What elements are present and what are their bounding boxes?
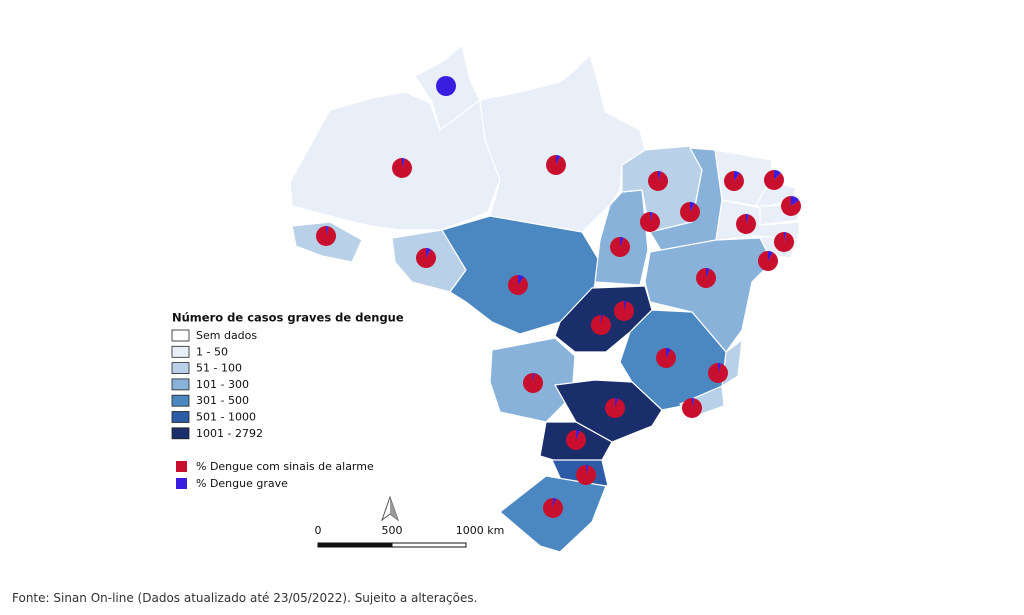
state bbox=[441, 215, 601, 335]
pie-slice bbox=[601, 315, 603, 325]
legend-swatch bbox=[176, 461, 187, 472]
legend: Sem dados 1 - 50 51 - 100 101 - 300 301 - 50… bbox=[171, 329, 374, 490]
pie-slice bbox=[692, 398, 695, 408]
legend-label: 51 - 100 bbox=[196, 362, 242, 375]
pie-slice bbox=[610, 237, 631, 257]
legend-swatch bbox=[171, 427, 190, 440]
pie-slice bbox=[656, 348, 676, 368]
pie-slice bbox=[426, 248, 431, 258]
pie-slice bbox=[576, 430, 580, 440]
legend-swatch bbox=[171, 345, 190, 358]
pie-slice bbox=[791, 196, 800, 206]
legend-label: 101 - 300 bbox=[196, 378, 249, 391]
pie-slice bbox=[696, 268, 717, 289]
pie-slice bbox=[658, 171, 662, 181]
pie-slice bbox=[774, 232, 795, 252]
pie-slice bbox=[518, 275, 524, 285]
pie-slice bbox=[718, 363, 722, 373]
pie-slice bbox=[666, 348, 671, 358]
source-note: Fonte: Sinan On-line (Dados atualizado a… bbox=[12, 591, 478, 605]
pie-slice bbox=[613, 301, 634, 322]
pie-slice bbox=[566, 430, 586, 451]
pies bbox=[316, 76, 802, 518]
pie-slice bbox=[416, 248, 436, 268]
legend-swatch bbox=[171, 411, 190, 423]
pie-slice bbox=[436, 76, 456, 96]
states bbox=[289, 43, 801, 553]
pie-slice bbox=[553, 498, 557, 508]
pie-slice bbox=[316, 225, 337, 246]
scale-bar: 0 500 1000 km bbox=[315, 524, 505, 548]
legend-swatch bbox=[171, 362, 190, 375]
pie-slice bbox=[391, 158, 412, 178]
pie-slice bbox=[326, 226, 329, 236]
pie-slice bbox=[533, 373, 535, 383]
pie-slice bbox=[591, 315, 611, 336]
pie-slice bbox=[556, 155, 561, 165]
legend-label: Sem dados bbox=[196, 329, 257, 342]
pie-slice bbox=[707, 363, 728, 383]
pie-slice bbox=[508, 275, 528, 295]
pie-slice bbox=[781, 196, 802, 216]
pie-slice bbox=[650, 212, 653, 222]
pie-slice bbox=[620, 237, 624, 247]
legend-label: 301 - 500 bbox=[196, 394, 249, 407]
pie-slice bbox=[604, 398, 625, 418]
pie-slice bbox=[648, 171, 669, 192]
legend-title: Número de casos graves de dengue bbox=[172, 311, 404, 325]
pie-slice bbox=[624, 301, 627, 311]
pie-slice bbox=[746, 214, 750, 224]
north-arrow bbox=[380, 495, 400, 522]
pie-slice bbox=[768, 251, 773, 261]
pie-slice bbox=[680, 202, 700, 223]
legend-swatch bbox=[176, 478, 187, 489]
pie-slice bbox=[681, 398, 702, 418]
legend-label: % Dengue com sinais de alarme bbox=[196, 460, 374, 473]
pie-slice bbox=[522, 373, 543, 393]
pie-slice bbox=[724, 171, 745, 192]
legend-label: 501 - 1000 bbox=[196, 411, 256, 424]
pie-slice bbox=[774, 170, 781, 180]
pie-slice bbox=[615, 398, 619, 408]
pie-slice bbox=[542, 497, 563, 518]
pie-slice bbox=[575, 465, 596, 486]
legend-label: % Dengue grave bbox=[196, 477, 288, 490]
pie-slice bbox=[736, 214, 756, 234]
pie-slice bbox=[690, 202, 695, 212]
pie-slice bbox=[758, 251, 779, 271]
legend-swatch bbox=[171, 378, 190, 391]
legend-label: 1001 - 2792 bbox=[196, 427, 263, 440]
pie-slice bbox=[706, 268, 710, 278]
map: Número de casos graves de dengue Sem dad… bbox=[171, 43, 802, 553]
pie-slice bbox=[586, 465, 589, 475]
pie-slice bbox=[640, 212, 661, 232]
pie-slice bbox=[734, 171, 740, 181]
legend-label: 1 - 50 bbox=[196, 345, 228, 358]
pie-slice bbox=[402, 158, 406, 168]
pie-slice bbox=[784, 232, 787, 242]
scale-label: 1000 km bbox=[456, 524, 505, 537]
legend-swatch bbox=[171, 394, 190, 407]
legend-swatch bbox=[171, 329, 190, 342]
scale-label: 0 bbox=[315, 524, 322, 537]
pie-slice bbox=[764, 170, 784, 190]
pie-slice bbox=[546, 155, 567, 176]
scale-label: 500 bbox=[382, 524, 403, 537]
